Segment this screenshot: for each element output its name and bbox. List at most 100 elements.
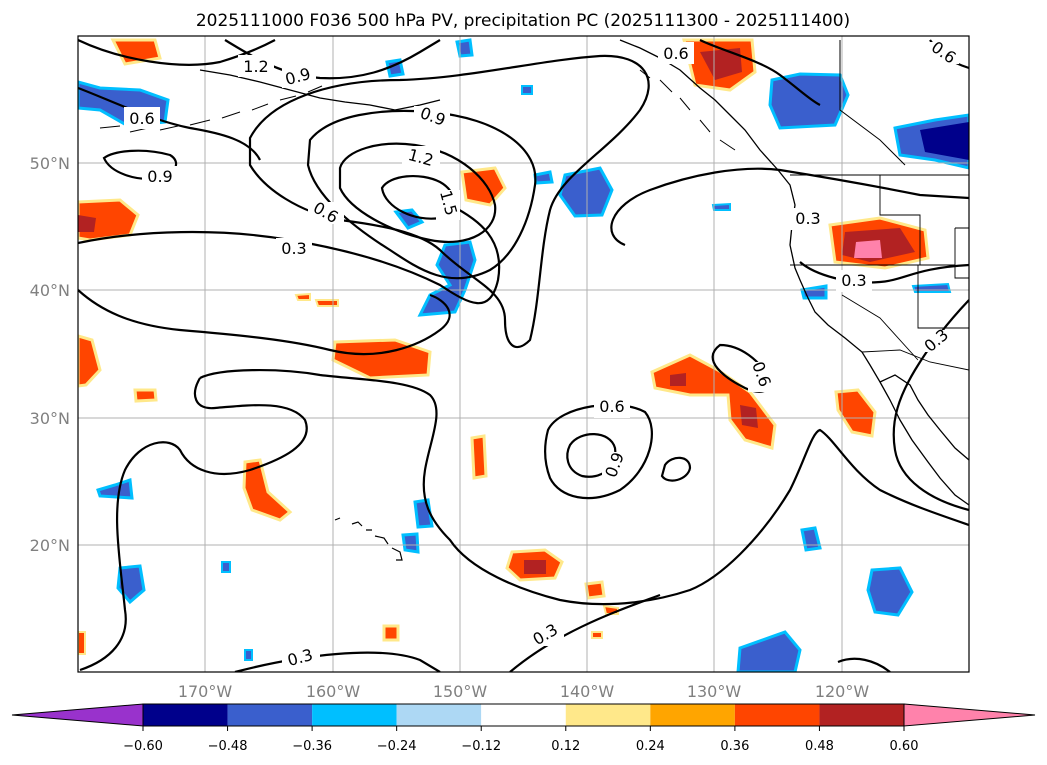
- pv-contour-0.3-small: [660, 456, 692, 482]
- precip-positive-patch: [460, 166, 507, 207]
- colorbar-segment: [565, 704, 651, 726]
- precip-negative-patch: [533, 170, 554, 185]
- precip-positive-patch: [834, 388, 877, 438]
- colorbar: −0.60 −0.48 −0.36 −0.24 −0.12 0.12 0.24 0.36 0.4…: [11, 703, 1036, 754]
- map-panel: 1.2 0.9 0.6 0.6 0.6 0.9 1.2 1.5 0.9 0.6: [77, 35, 970, 673]
- colorbar-tick-label: 0.24: [636, 739, 665, 754]
- lon-label: 150°W: [433, 682, 488, 701]
- precip-positive-patch: [854, 240, 882, 258]
- colorbar-tick-label: −0.36: [292, 739, 332, 754]
- mexico-border: [861, 349, 969, 371]
- lon-label: 170°W: [178, 682, 233, 701]
- colorbar-segment: [819, 704, 904, 726]
- pv-contour-0.3-east: [610, 167, 969, 247]
- contour-label: 0.6: [599, 397, 624, 416]
- lon-label: 120°W: [815, 682, 870, 701]
- precip-negative-patch: [221, 85, 952, 661]
- colorbar-tick-label: −0.12: [461, 739, 501, 754]
- precip-positive-patch: [382, 624, 400, 642]
- colorbar-extend-high: [903, 703, 1036, 727]
- contour-label: 0.3: [281, 239, 306, 258]
- pv-contour-0.9-center: [306, 109, 537, 280]
- alaska-canada-border: [839, 40, 906, 166]
- pv-contour-0.3-subtropical-west: [79, 377, 308, 672]
- precip-positive-patch: [584, 580, 606, 600]
- colorbar-tick-label: 0.48: [805, 739, 834, 754]
- colorbar-segment: [650, 704, 735, 726]
- pv-contour-0.6-ne: [699, 39, 821, 106]
- contour-label: 1.2: [243, 57, 268, 76]
- pv-contour-0.6-north: [78, 39, 276, 66]
- precip-negative-patch: [401, 532, 420, 554]
- contour-label: 0.6: [663, 44, 688, 63]
- colorbar-tick-label: 0.12: [551, 739, 580, 754]
- colorbar-segments: [11, 703, 1036, 727]
- colorbar-segment: [312, 704, 397, 726]
- pv-contour-0.3-subtropical: [199, 369, 969, 606]
- hawaiian-islands: [334, 517, 403, 561]
- precip-positive-patch: [740, 405, 758, 428]
- precip-negative-patch: [393, 208, 425, 230]
- latitude-labels: 50°N 40°N 30°N 20°N: [30, 154, 70, 555]
- colorbar-extend-low: [11, 703, 144, 727]
- pv-contour-1.2: [338, 142, 497, 243]
- map-frame: [77, 35, 970, 673]
- lat-label: 30°N: [30, 409, 70, 428]
- gulf-of-california-coast: [879, 374, 969, 461]
- precip-positive-patch: [670, 373, 686, 386]
- colorbar-segment: [396, 704, 482, 726]
- pv-contour-0.6-center: [248, 54, 650, 348]
- precip-positive-patch: [700, 48, 742, 80]
- pv-contour-0.3-coast: [799, 261, 969, 284]
- contour-labels: 1.2 0.9 0.6 0.6 0.6 0.9 1.2 1.5 0.9 0.6: [124, 37, 960, 670]
- colorbar-segment: [227, 704, 313, 726]
- precip-negative-patch: [800, 526, 822, 552]
- precip-positive-patch: [78, 334, 102, 388]
- aleutian-islands: [99, 85, 323, 133]
- precip-positive-patch: [78, 215, 96, 232]
- pv-contour-small-north: [837, 657, 891, 672]
- colorbar-frame: [142, 703, 905, 727]
- north-america-coast: [619, 39, 969, 506]
- colorbar-segment: [734, 704, 820, 726]
- contour-label: 0.3: [841, 271, 866, 290]
- colorbar-tick-label: −0.48: [208, 739, 248, 754]
- colorbar-tick-label: 0.60: [890, 739, 919, 754]
- contour-label: 0.6: [129, 109, 154, 128]
- contour-label: 0.9: [147, 167, 172, 186]
- precip-positive-patch: [524, 560, 546, 574]
- pv-contour-0.6-west: [78, 86, 261, 161]
- precip-negative-patch: [920, 122, 969, 160]
- coastlines: [99, 39, 969, 561]
- lat-label: 50°N: [30, 154, 70, 173]
- colorbar-tick-label: −0.24: [377, 739, 417, 754]
- colorbar-segment: [481, 704, 566, 726]
- precip-positive-patch: [470, 434, 488, 480]
- precip-negative-patch: [768, 72, 850, 130]
- lon-label: 160°W: [306, 682, 361, 701]
- colorbar-tick-label: −0.60: [123, 739, 163, 754]
- precip-negative-patch: [455, 38, 474, 58]
- lon-label: 130°W: [687, 682, 742, 701]
- precip-negative-patch: [558, 166, 614, 218]
- pv-contour-0.3-mid: [78, 289, 451, 356]
- us-state-borders: [790, 175, 969, 361]
- precip-negative-patch: [96, 477, 134, 500]
- lat-label: 40°N: [30, 281, 70, 300]
- pv-contour-0.3-bottom: [234, 593, 661, 672]
- map-title: 2025111000 F036 500 hPa PV, precipitatio…: [196, 11, 850, 31]
- precip-positive-patch: [133, 388, 158, 403]
- precip-negative-patch: [800, 284, 828, 300]
- lon-label: 140°W: [560, 682, 615, 701]
- colorbar-ticks: −0.60 −0.48 −0.36 −0.24 −0.12 0.12 0.24 0.36 0.4…: [123, 726, 918, 754]
- contour-label: 0.3: [795, 209, 820, 228]
- colorbar-segment: [143, 704, 228, 726]
- longitude-labels: 170°W 160°W 150°W 140°W 130°W 120°W: [178, 682, 870, 701]
- lat-label: 20°N: [30, 536, 70, 555]
- alaska-coast: [199, 69, 441, 111]
- precip-positive-patch: [78, 292, 619, 655]
- precip-negative-patch: [116, 564, 146, 605]
- colorbar-tick-label: 0.36: [720, 739, 749, 754]
- precip-shading: [78, 38, 969, 672]
